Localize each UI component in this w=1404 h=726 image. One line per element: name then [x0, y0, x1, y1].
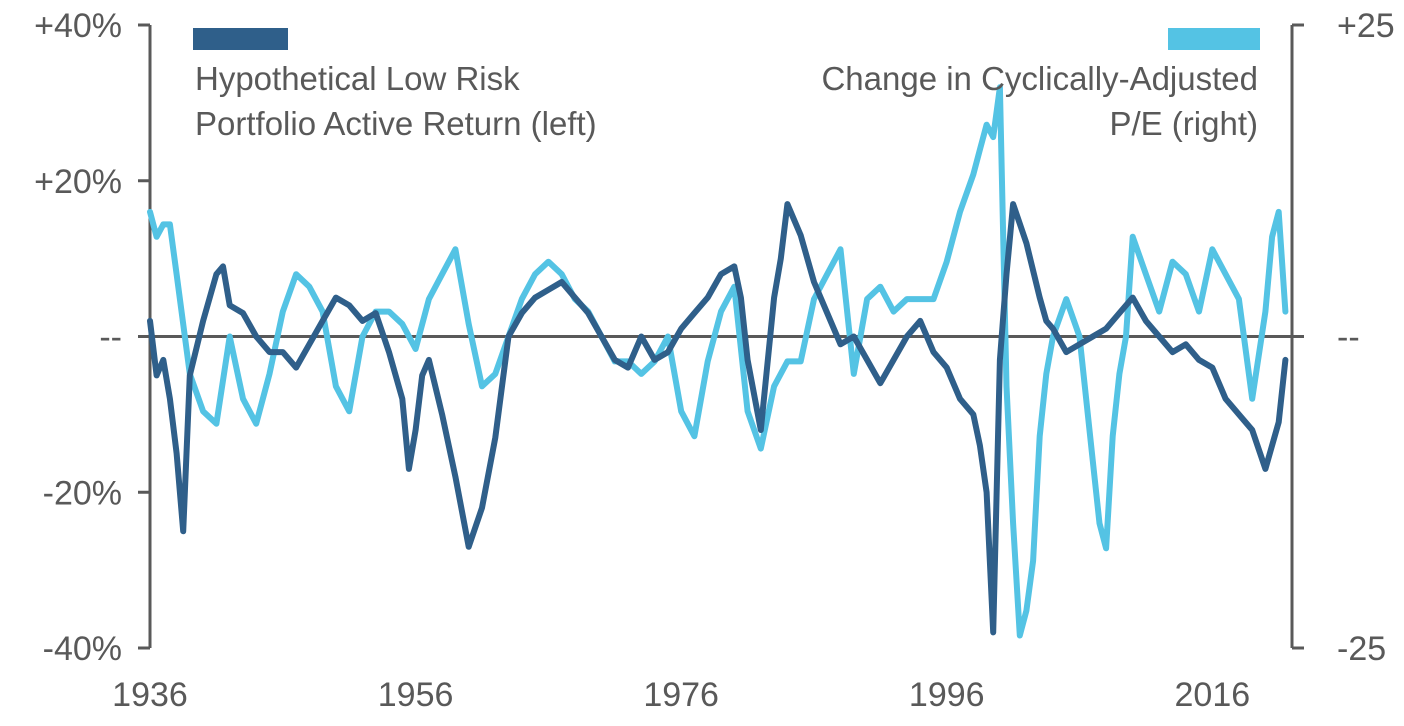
right-axis-tick-label: +25 — [1337, 7, 1395, 45]
legend-swatch-low-risk — [193, 28, 288, 50]
x-axis-tick-label: 2016 — [1175, 676, 1251, 714]
legend-label-cape-line2: P/E (right) — [1109, 105, 1258, 142]
x-axis-tick-label: 1976 — [643, 676, 719, 714]
left-axis-tick-label: -- — [99, 319, 122, 357]
x-axis-tick-label: 1996 — [909, 676, 985, 714]
left-axis-tick-label: -40% — [43, 630, 122, 668]
left-axis-tick-label: -20% — [43, 474, 122, 512]
axes: +40% +20% -- -20% -40% +25 -- -25 1936 1956 1976 19… — [34, 7, 1395, 714]
series-layer — [147, 84, 1289, 639]
series-line-cape — [147, 84, 1289, 639]
x-axis-tick-label: 1936 — [112, 676, 188, 714]
legend-label-low-risk-line1: Hypothetical Low Risk — [195, 60, 520, 97]
series-line-low-risk — [147, 201, 1289, 636]
x-axis-tick-label: 1956 — [378, 676, 454, 714]
right-axis-tick-label: -- — [1337, 319, 1360, 357]
legend: Hypothetical Low Risk Portfolio Active R… — [193, 28, 1260, 142]
legend-swatch-cape — [1168, 28, 1260, 50]
left-axis-tick-label: +40% — [34, 7, 122, 45]
left-axis-tick-label: +20% — [34, 163, 122, 201]
legend-label-cape-line1: Change in Cyclically-Adjusted — [821, 60, 1258, 97]
right-axis-tick-label: -25 — [1337, 630, 1386, 668]
legend-label-low-risk-line2: Portfolio Active Return (left) — [195, 105, 597, 142]
